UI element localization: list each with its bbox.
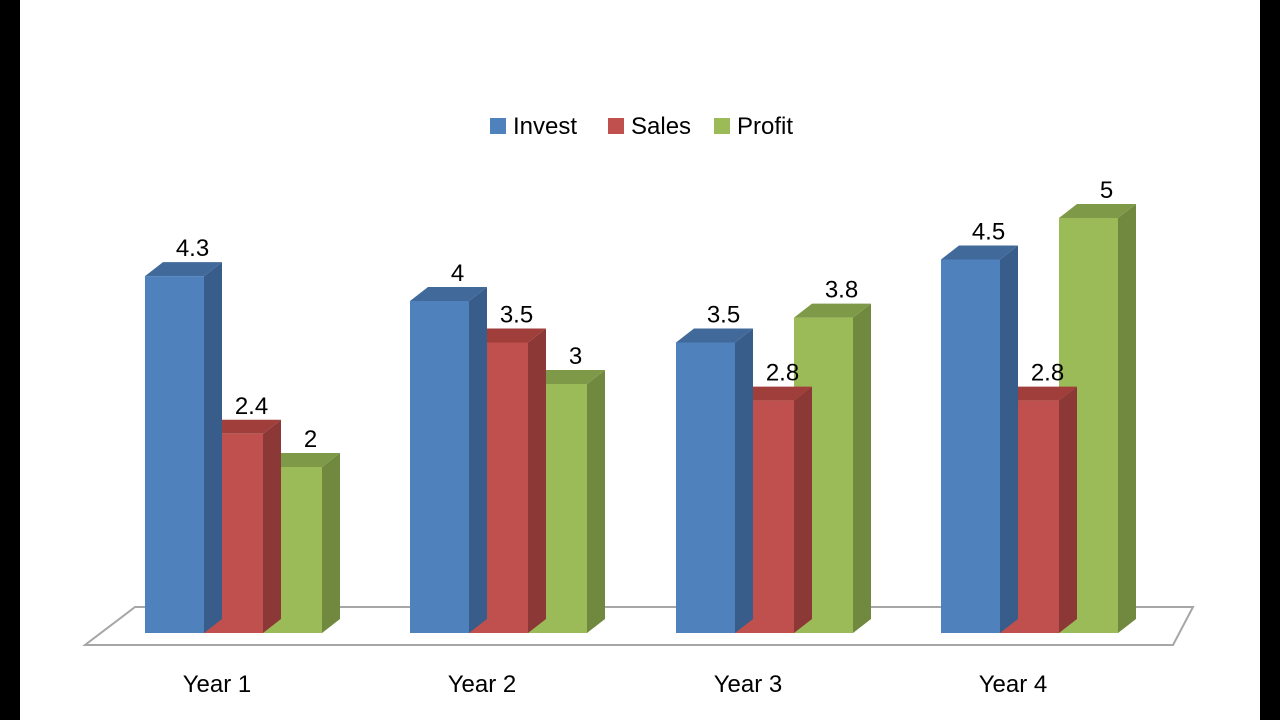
x-tick-label: Year 1 [183,671,252,698]
data-label: 3.5 [707,302,740,329]
legend-item-invest: Invest [490,113,577,140]
data-label: 3.8 [825,277,858,304]
data-label: 3.5 [500,302,533,329]
bar-side-face [322,453,340,633]
bar-top-face [735,386,812,401]
bar-side-face [1118,204,1136,633]
bar-top-face [941,245,1018,260]
bar-invest-3 [676,328,753,633]
x-tick-label: Year 3 [714,671,783,698]
bars [145,204,1136,633]
bar-side-face [1000,245,1018,633]
bar-top-face [1000,386,1077,401]
bar-front-face [676,342,735,633]
bar-top-face [145,262,222,277]
legend: Invest Sales Profit [490,113,793,140]
data-label: 2.4 [235,393,268,420]
bar-top-face [676,328,753,343]
bar-top-face [1059,204,1136,218]
bar-side-face [204,262,222,633]
legend-label: Profit [737,113,793,140]
x-tick-label: Year 2 [448,671,517,698]
data-label: 2.8 [766,360,799,387]
bar-side-face [263,419,281,633]
data-label: 4.5 [972,219,1005,246]
bar-front-face [410,301,469,633]
x-tick-label: Year 4 [979,671,1048,698]
bar-side-face [794,386,812,633]
bar-side-face [735,328,753,633]
bar-invest-2 [410,287,487,633]
legend-swatch [714,118,730,134]
data-label: 2 [304,426,317,453]
bar-side-face [1059,386,1077,633]
bar-top-face [469,328,546,343]
bar-top-face [410,287,487,301]
chart-floor [82,606,1195,646]
legend-swatch [608,118,624,134]
legend-item-profit: Profit [714,113,793,140]
data-label: 4 [451,260,464,287]
data-label: 5 [1100,177,1113,204]
bar-front-face [145,276,204,633]
bar-side-face [853,303,871,633]
bar-chart: Invest Sales Profit 4.32.4243.533.52.83.84… [82,113,1195,698]
bar-top-face [528,370,605,384]
data-label: 4.3 [176,235,209,262]
data-label: 2.8 [1031,360,1064,387]
bar-top-face [204,419,281,434]
bar-top-face [794,303,871,318]
slide-background: Invest Sales Profit 4.3 2.4 2 4 3.5 3 3.5 2.8 3.8 4… [20,0,1260,720]
bar-invest-4 [941,245,1018,633]
bar-top-face [263,453,340,467]
bar-side-face [528,328,546,633]
x-axis-ticks: Year 1 Year 2 Year 3 Year 4 [183,671,1048,698]
data-labels: 4.3 2.4 2 4 3.5 3 3.5 2.8 3.8 4.5 2.8 5 [176,177,1113,453]
data-label: 3 [569,343,582,370]
legend-label: Sales [631,113,691,140]
legend-label: Invest [513,113,577,140]
bar-side-face [587,370,605,633]
bar-side-face [469,287,487,633]
bar-front-face [941,259,1000,633]
legend-item-sales: Sales [608,113,691,140]
legend-swatch [490,118,506,134]
bar-invest-1 [145,262,222,633]
